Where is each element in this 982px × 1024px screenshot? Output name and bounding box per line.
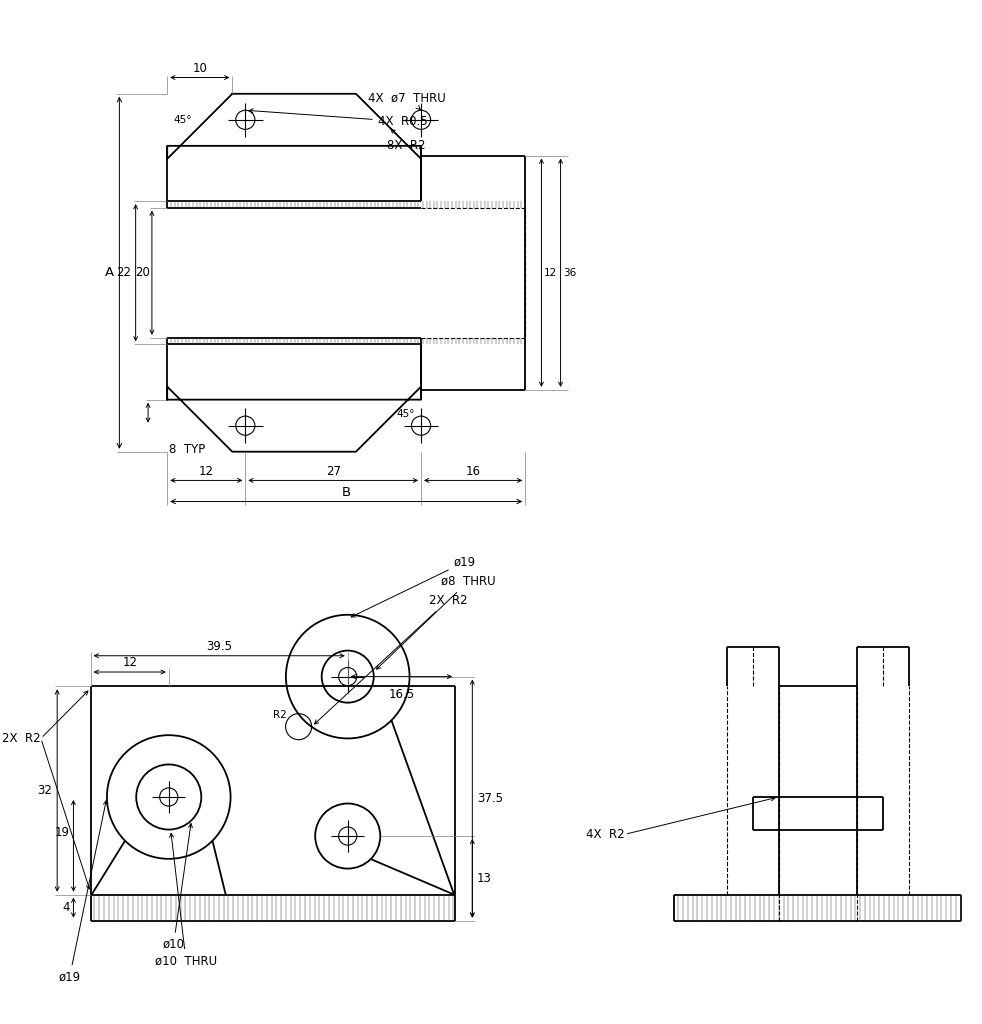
Text: 13: 13	[477, 871, 492, 885]
Text: 27: 27	[326, 465, 341, 477]
Text: ø10  THRU: ø10 THRU	[155, 834, 217, 967]
Text: 20: 20	[136, 266, 150, 280]
Text: 2X  R2: 2X R2	[2, 732, 41, 744]
Text: 4X  R0.5: 4X R0.5	[249, 109, 427, 128]
Text: ø10: ø10	[163, 823, 192, 951]
Text: 16.5: 16.5	[388, 688, 414, 701]
Text: 8X  R2: 8X R2	[387, 129, 426, 152]
Text: 39.5: 39.5	[206, 640, 232, 653]
Text: 16: 16	[465, 465, 480, 477]
Text: 4X  ø7  THRU: 4X ø7 THRU	[368, 91, 446, 110]
Text: 45°: 45°	[397, 410, 415, 419]
Text: 12: 12	[544, 267, 558, 278]
Text: 12: 12	[198, 465, 214, 477]
Text: R2: R2	[273, 710, 287, 720]
Text: 10: 10	[192, 61, 207, 75]
Text: 19: 19	[55, 826, 70, 840]
Text: ø19: ø19	[352, 556, 475, 617]
Text: 2X  R2: 2X R2	[314, 594, 467, 724]
Text: 12: 12	[122, 656, 137, 669]
Text: ø8  THRU: ø8 THRU	[376, 574, 496, 669]
Text: 32: 32	[37, 784, 52, 797]
Text: B: B	[342, 485, 351, 499]
Text: 22: 22	[116, 266, 131, 280]
Text: 8  TYP: 8 TYP	[169, 443, 205, 456]
Text: 36: 36	[564, 267, 576, 278]
Text: 37.5: 37.5	[477, 793, 503, 805]
Text: ø19: ø19	[59, 801, 107, 983]
Text: 4X  R2: 4X R2	[586, 827, 625, 841]
Text: A: A	[105, 266, 114, 280]
Text: 45°: 45°	[173, 115, 191, 125]
Text: 4: 4	[62, 901, 70, 914]
